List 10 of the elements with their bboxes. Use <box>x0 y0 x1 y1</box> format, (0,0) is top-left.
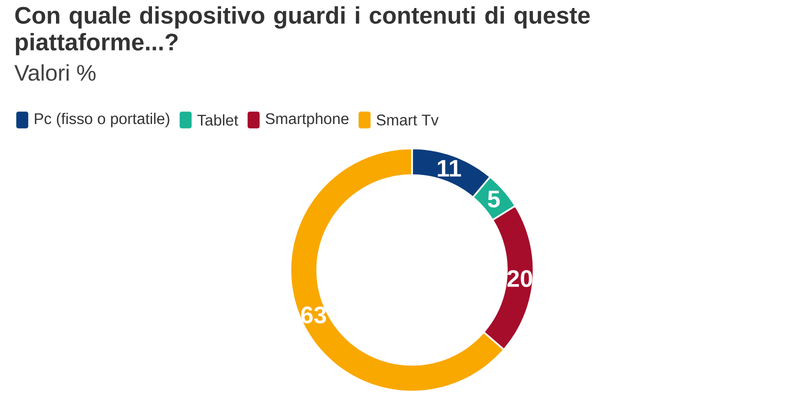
data-label: 20 <box>507 270 532 288</box>
data-label: 63 <box>301 306 326 324</box>
legend-label: Tablet <box>197 114 238 126</box>
chart-subtitle: Valori % <box>14 64 96 81</box>
data-label: 5 <box>488 190 500 208</box>
data-label: 11 <box>438 160 461 177</box>
legend-label: Smartphone <box>266 112 349 128</box>
legend-label: Smart Tv <box>376 114 439 126</box>
legend-label: Pc (fisso o portatile) <box>34 112 170 128</box>
chart-title: Con quale dispositivo guardi i contenuti di queste piattaforme...? <box>15 6 590 56</box>
